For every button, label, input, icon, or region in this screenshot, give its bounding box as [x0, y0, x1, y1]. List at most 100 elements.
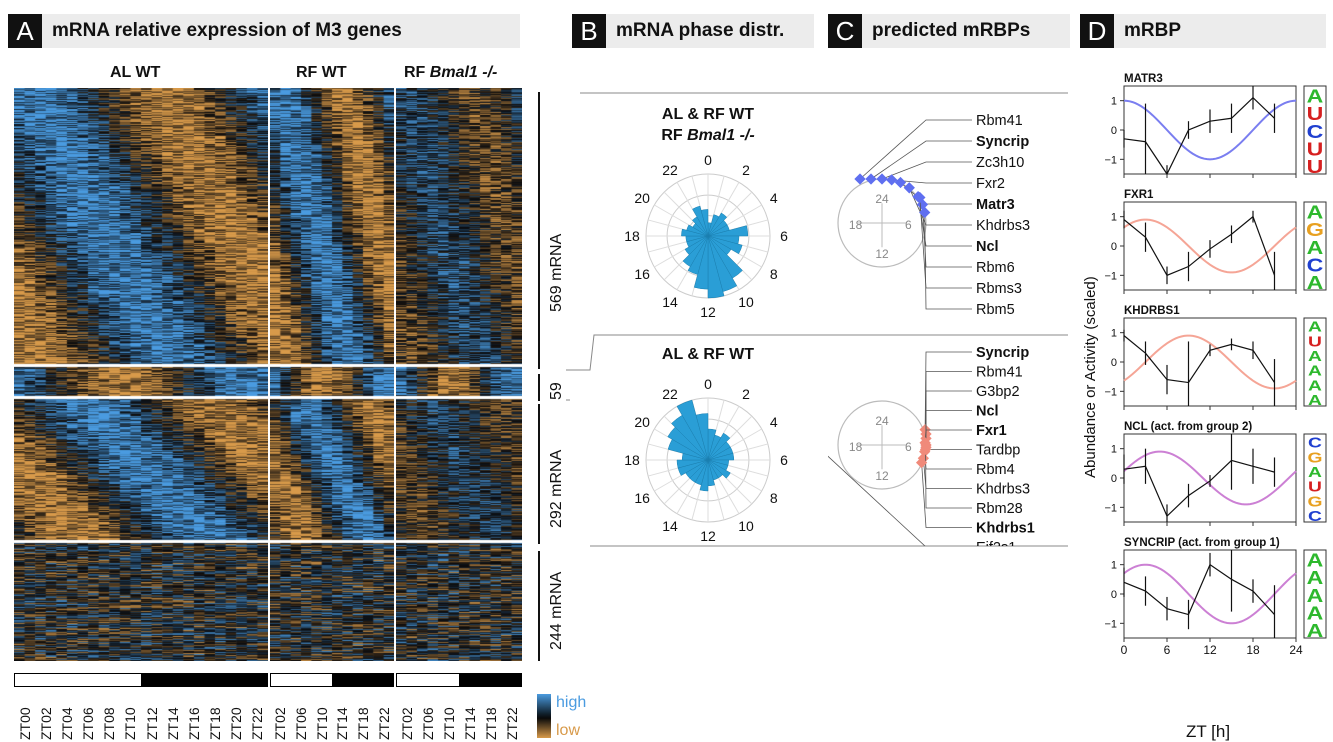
mrbp-protein-label: Khdrbs1 — [976, 521, 1035, 537]
motif-logo-letter: C — [1308, 434, 1322, 451]
mrbp-hour-label: 18 — [849, 218, 863, 232]
mrbp-hour-label: 24 — [875, 414, 889, 428]
mrbp-protein-label: Fxr2 — [976, 176, 1005, 192]
polar-bar — [707, 432, 731, 461]
y-tick-label: 1 — [1111, 96, 1117, 108]
data-line — [1123, 96, 1275, 176]
motif-logo-frame — [1303, 433, 1327, 523]
mrbp-protein-label: Rbm5 — [976, 302, 1015, 318]
polar-title-2: AL & RF WT — [620, 346, 796, 364]
polar-plot-group-1: 0 2 4 6 8 10 12 14 16 18 20 22 — [624, 152, 788, 320]
mrbp-protein-label: Eif2s1 — [976, 540, 1016, 546]
motif-logo-frame — [1303, 201, 1327, 291]
mrbp-protein-label: Rbm6 — [976, 260, 1015, 276]
y-tick-label: 1 — [1111, 212, 1117, 224]
mrbp-hour-label: 6 — [905, 218, 912, 232]
motif-logo-letter: A — [1307, 604, 1324, 624]
polar-bar — [687, 235, 709, 275]
panel-d-header: D mRBP — [1080, 14, 1326, 48]
data-line — [1123, 459, 1275, 518]
polar-hour-label: 4 — [770, 414, 778, 430]
polar-hour-label: 6 — [780, 452, 788, 468]
motif-logo-letter: A — [1308, 376, 1322, 393]
polar-hour-label: 12 — [700, 528, 716, 544]
panel-c-header: C predicted mRBPs — [828, 14, 1070, 48]
motif-logo-letter: U — [1307, 157, 1324, 177]
mrbp-protein-label: Khdrbs3 — [976, 218, 1030, 234]
panel-b-title: mRNA phase distr. — [616, 20, 785, 41]
mrbp-leader-line — [925, 410, 972, 445]
mrbp-protein-label: Syncrip — [976, 134, 1029, 150]
polar-bar — [707, 453, 735, 461]
polar-hour-label: 8 — [770, 490, 778, 506]
motif-logo-letter: C — [1307, 256, 1324, 276]
mrbp-leader-line — [859, 119, 972, 180]
fitted-curve — [1123, 563, 1297, 625]
mrbp-leader-line — [925, 449, 972, 509]
y-tick-label: 1 — [1111, 560, 1117, 572]
mrbp-hour-label: 24 — [875, 192, 889, 206]
panel-d-title: mRBP — [1124, 20, 1182, 41]
motif-logo-letter: A — [1307, 621, 1324, 641]
motif-logo-letter: A — [1308, 362, 1322, 379]
y-tick-label: −1 — [1104, 386, 1117, 398]
x-tick-label: 6 — [1164, 643, 1171, 657]
motif-logo-letter: A — [1308, 391, 1322, 408]
subplot-title: NCL (act. from group 2) — [1124, 421, 1252, 433]
panel-b-header: B mRNA phase distr. — [572, 14, 814, 48]
data-line — [1123, 215, 1276, 277]
polar-title-1-line2-text: RF — [661, 127, 688, 144]
motif-logo-letter: U — [1308, 332, 1322, 349]
polar-hour-label: 0 — [704, 152, 712, 168]
polar-bar — [707, 235, 743, 255]
mrbp-phase-group-2: 24 18 6 12 Syncrip Rbm41 G3bp2 Ncl Fxr1 Tardbp Rbm… — [828, 345, 1035, 546]
polar-hour-label: 14 — [662, 518, 678, 534]
polar-title-1-line2: RF Bmal1 -/- — [620, 125, 796, 146]
polar-hour-label: 14 — [662, 294, 678, 310]
mrbp-marker — [903, 182, 915, 194]
legend-high-label: high — [556, 694, 587, 711]
mrbp-protein-label: Ncl — [976, 404, 999, 420]
mrbp-marker — [876, 173, 888, 185]
polar-bar — [676, 459, 709, 469]
polar-title-1-line1: AL & RF WT — [661, 106, 755, 123]
mrbp-leader-line — [828, 455, 926, 546]
x-tick-label: 18 — [1246, 643, 1260, 657]
motif-logo-letter: A — [1308, 347, 1322, 364]
motif-logo-letter: A — [1307, 87, 1324, 107]
y-tick-label: 1 — [1111, 444, 1117, 456]
y-tick-label: 0 — [1111, 125, 1117, 137]
y-tick-label: 1 — [1111, 328, 1117, 340]
panel-a-title: mRNA relative expression of M3 genes — [52, 20, 402, 41]
column-header-al-wt-text: AL WT — [110, 64, 161, 81]
polar-hour-label: 6 — [780, 228, 788, 244]
mrbp-leader-line — [924, 351, 972, 430]
mrbp-protein-label: Syncrip — [976, 345, 1029, 361]
motif-logo-letter: C — [1308, 507, 1322, 524]
mrbp-protein-label: Rbm28 — [976, 501, 1023, 517]
polar-bar — [686, 224, 709, 237]
y-tick-label: 0 — [1111, 589, 1117, 601]
subplot-title: SYNCRIP (act. from group 1) — [1124, 537, 1280, 549]
column-header-rf-wt: RF WT — [296, 64, 347, 82]
y-tick-label: −1 — [1104, 502, 1117, 514]
y-tick-label: −1 — [1104, 618, 1117, 630]
motif-logo-letter: A — [1308, 463, 1322, 480]
light-dark-bar-bmal — [396, 673, 522, 687]
motif-logo-letter: G — [1308, 492, 1323, 509]
motif-logo-letter: U — [1307, 105, 1324, 125]
polar-title-2-line1: AL & RF WT — [661, 346, 755, 363]
panel-d-xlabel: ZT [h] — [1186, 722, 1231, 741]
mrbp-protein-label: Rbms3 — [976, 281, 1022, 297]
polar-bar — [684, 235, 709, 256]
polar-bar — [707, 459, 731, 479]
mrbp-line-plot: SYNCRIP (act. from group 1) 1 0 −1 0 6 12 18 24 A… — [1104, 537, 1327, 657]
heatmap-rf-wt — [270, 88, 394, 661]
polar-title-1: AL & RF WT RF Bmal1 -/- — [620, 104, 796, 146]
motif-logo-letter: A — [1307, 273, 1324, 293]
polar-bar — [707, 225, 749, 237]
data-line — [1123, 563, 1275, 616]
